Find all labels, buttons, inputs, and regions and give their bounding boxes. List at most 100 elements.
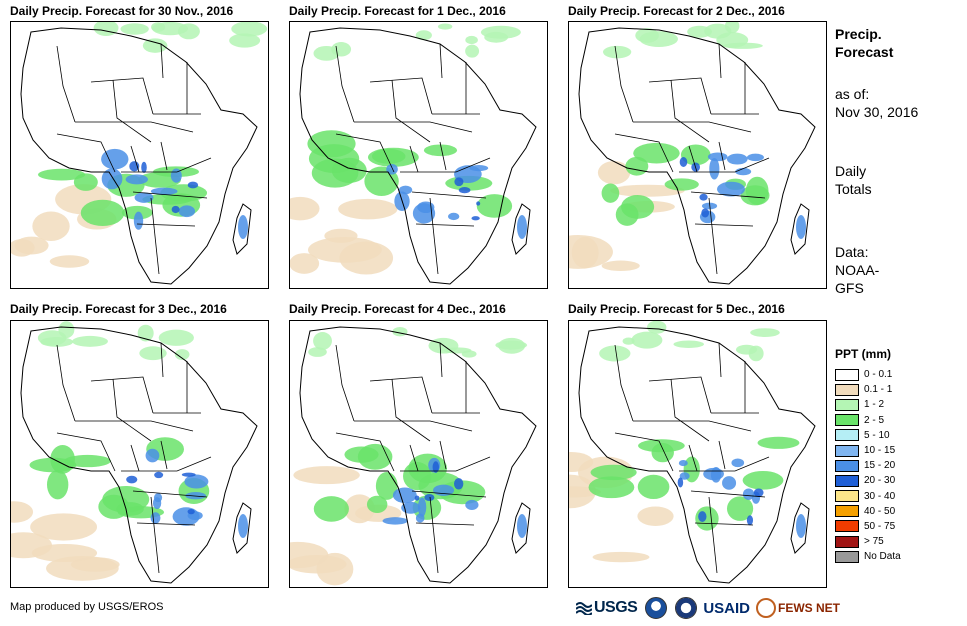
precip-area: [517, 514, 527, 538]
country-border: [132, 191, 208, 199]
country-border: [391, 378, 431, 442]
legend-label: 15 - 20: [864, 460, 896, 472]
precip-area: [726, 153, 748, 165]
country-border: [718, 342, 722, 378]
country-border: [633, 420, 752, 432]
precip-area: [633, 142, 680, 164]
sidebar-totals: Daily Totals: [835, 162, 872, 198]
country-border: [335, 45, 355, 123]
precip-area: [229, 33, 261, 48]
usgs-waves-icon: [576, 602, 592, 615]
sidebar-title-line1: Precip.: [835, 26, 882, 42]
precip-area: [517, 215, 527, 239]
country-border: [648, 376, 712, 414]
data-line3: GFS: [835, 280, 864, 296]
precip-area: [750, 328, 780, 338]
precip-area: [142, 194, 192, 205]
precip-area: [746, 515, 754, 526]
panel-title-3: Daily Precip. Forecast for 2 Dec., 2016: [568, 4, 785, 18]
precip-area: [679, 472, 690, 480]
precip-map: [569, 321, 816, 584]
precip-area: [31, 543, 98, 563]
country-border: [614, 432, 674, 472]
legend-label: 0.1 - 1: [864, 384, 893, 396]
precip-area: [178, 205, 196, 218]
precip-area: [469, 165, 489, 172]
precip-area: [599, 345, 631, 362]
map-panel-6: [568, 320, 827, 588]
precip-area: [465, 44, 480, 58]
precip-area: [371, 148, 406, 164]
precip-area: [448, 212, 460, 221]
country-border: [633, 121, 752, 133]
precip-area: [184, 474, 209, 489]
country-border: [708, 496, 718, 574]
precip-area: [137, 324, 154, 342]
precip-area: [415, 30, 432, 41]
precip-area: [187, 181, 199, 189]
precip-area: [796, 215, 806, 239]
country-border: [614, 45, 634, 123]
legend-swatch: [835, 535, 859, 548]
precip-area: [635, 28, 659, 43]
precip-area: [647, 321, 667, 334]
legend-item: 15 - 20: [835, 458, 901, 473]
coastline: [232, 203, 252, 255]
country-border: [400, 157, 491, 173]
precip-area: [344, 446, 379, 463]
usda-seal-icon: [675, 597, 698, 619]
precip-area: [307, 237, 382, 263]
precip-area: [726, 496, 754, 521]
fewsnet-logo-text: FEWS NET: [778, 601, 841, 615]
precip-area: [722, 476, 737, 490]
precip-area: [152, 22, 188, 36]
precip-area: [150, 512, 161, 524]
precip-area: [465, 35, 478, 45]
precip-area: [181, 472, 196, 477]
country-border: [335, 432, 395, 472]
precip-area: [49, 255, 90, 268]
country-border: [112, 79, 152, 143]
country-border: [694, 522, 754, 526]
legend-swatch: [835, 459, 859, 472]
country-border: [648, 77, 712, 115]
precip-area: [145, 448, 160, 463]
sidebar-asof: as of: Nov 30, 2016: [835, 85, 918, 121]
legend-title: PPT (mm): [835, 347, 892, 361]
precip-area: [403, 462, 432, 491]
precip-area: [417, 497, 427, 517]
precip-area: [717, 181, 745, 197]
map-panel-5: [289, 320, 548, 588]
usgs-logo: USGS: [576, 599, 638, 617]
precip-area: [569, 451, 594, 472]
precip-area: [231, 22, 268, 37]
precip-area: [699, 193, 708, 201]
precip-area: [150, 187, 178, 195]
country-border: [415, 223, 475, 227]
country-border: [56, 45, 76, 123]
precip-area: [588, 476, 635, 499]
precip-area: [423, 144, 458, 157]
precip-area: [238, 514, 248, 538]
precip-area: [709, 157, 720, 180]
precip-area: [569, 474, 596, 509]
precip-area: [601, 260, 640, 272]
coastline: [578, 326, 816, 584]
precip-area: [680, 144, 711, 166]
precip-area: [454, 177, 464, 187]
precip-area: [46, 555, 119, 581]
country-border: [411, 490, 487, 498]
country-border: [690, 490, 766, 498]
precip-area: [382, 517, 408, 525]
precip-area: [701, 208, 710, 218]
precip-area: [698, 511, 707, 523]
precip-area: [126, 475, 138, 484]
precip-area: [30, 513, 98, 541]
legend-item: 1 - 2: [835, 397, 901, 412]
precip-area: [746, 153, 764, 162]
precip-area: [707, 152, 728, 162]
country-border: [718, 141, 726, 171]
panel-title-6: Daily Precip. Forecast for 5 Dec., 2016: [568, 302, 785, 316]
legend-swatch: [835, 550, 859, 563]
country-border: [718, 43, 722, 79]
